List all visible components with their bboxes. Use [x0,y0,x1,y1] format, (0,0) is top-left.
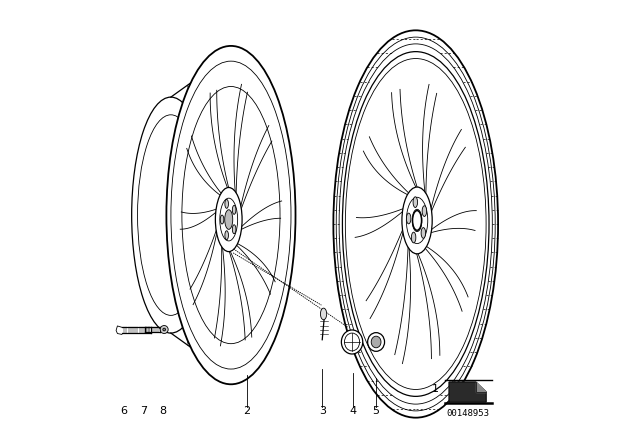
Ellipse shape [333,30,498,418]
Ellipse shape [225,231,228,240]
Ellipse shape [232,206,236,214]
Ellipse shape [412,232,416,243]
Polygon shape [476,382,486,392]
Text: 00148953: 00148953 [447,409,490,418]
Text: 3: 3 [319,406,326,416]
Text: 1: 1 [432,384,439,394]
Ellipse shape [406,213,411,224]
Ellipse shape [132,97,210,333]
Text: 5: 5 [372,406,379,416]
Ellipse shape [216,188,242,252]
Ellipse shape [413,211,422,230]
Ellipse shape [341,330,363,354]
Text: 4: 4 [350,406,357,416]
Ellipse shape [402,187,432,254]
Ellipse shape [220,215,224,224]
Ellipse shape [166,46,296,384]
Ellipse shape [371,336,381,348]
Ellipse shape [342,52,489,396]
Ellipse shape [412,209,422,232]
Text: 6: 6 [120,406,127,416]
Ellipse shape [225,210,233,229]
Text: 8: 8 [160,406,167,416]
Ellipse shape [160,326,168,333]
Ellipse shape [321,308,326,320]
Polygon shape [449,382,486,402]
Ellipse shape [225,199,228,208]
Ellipse shape [421,228,426,238]
Ellipse shape [163,328,166,331]
Ellipse shape [367,332,385,351]
Ellipse shape [413,197,417,207]
Ellipse shape [422,206,427,216]
Text: 7: 7 [141,406,148,416]
Ellipse shape [232,225,236,234]
Text: 2: 2 [243,406,250,416]
